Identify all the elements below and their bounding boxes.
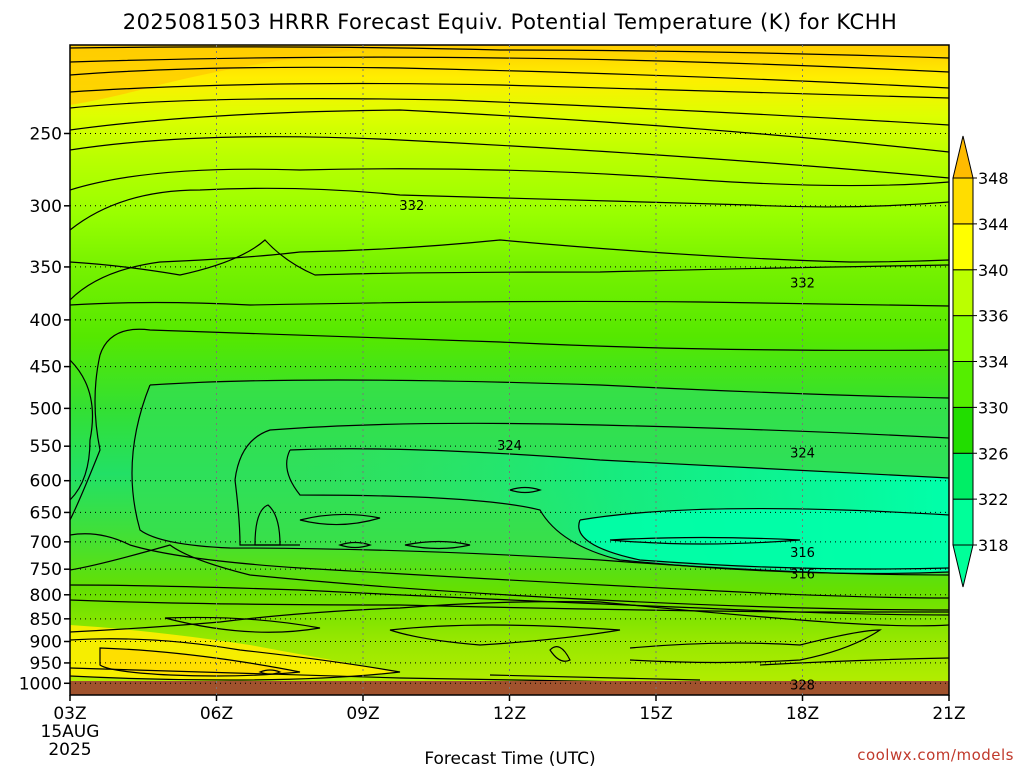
y-tick-label: 750 bbox=[30, 560, 62, 580]
x-axis: 03Z 06Z 09Z 12Z 15Z 18Z 21Z bbox=[53, 695, 966, 724]
colorbar-swatch bbox=[952, 223, 974, 271]
y-tick-label: 950 bbox=[30, 654, 62, 674]
colorbar-label: 344 bbox=[978, 215, 1009, 234]
y-tick-label: 350 bbox=[30, 258, 62, 278]
y-tick-label: 250 bbox=[30, 124, 62, 144]
colorbar-swatch bbox=[952, 406, 974, 454]
colorbar-top-arrow bbox=[952, 135, 974, 179]
contour-label: 316 bbox=[790, 567, 815, 582]
colorbar-label: 340 bbox=[978, 261, 1009, 280]
y-tick-label: 850 bbox=[30, 610, 62, 630]
contour-label: 324 bbox=[497, 439, 522, 454]
y-tick-label: 450 bbox=[30, 358, 62, 378]
y-tick-label: 1000 bbox=[19, 674, 62, 694]
credit-text: coolwx.com/models bbox=[857, 746, 1014, 764]
x-axis-label: Forecast Time (UTC) bbox=[424, 749, 595, 768]
colorbar-label: 318 bbox=[978, 536, 1009, 555]
y-tick-label: 700 bbox=[30, 533, 62, 553]
x-tick-label: 09Z bbox=[346, 704, 379, 724]
colorbar-label: 348 bbox=[978, 169, 1009, 188]
colorbar-swatch bbox=[952, 361, 974, 408]
y-tick-label: 900 bbox=[30, 632, 62, 652]
colorbar-swatch bbox=[952, 315, 974, 362]
warm-lowlevel-core bbox=[100, 648, 300, 676]
x-tick-label: 03Z bbox=[53, 704, 86, 724]
x-tick-label: 06Z bbox=[200, 704, 233, 724]
x-tick-label: 15Z bbox=[639, 704, 672, 724]
colorbar: 318 322 326 330 334 336 340 344 348 bbox=[952, 135, 1009, 588]
contour-label: 328 bbox=[790, 678, 815, 693]
y-axis: 2503003504004505005506006507007508008509… bbox=[19, 124, 70, 694]
x-tick-label: 18Z bbox=[786, 704, 819, 724]
contour-label: 316 bbox=[790, 546, 815, 561]
contour-label: 332 bbox=[399, 199, 424, 214]
colorbar-label: 322 bbox=[978, 490, 1009, 509]
x-start-day: 15AUG bbox=[41, 722, 100, 742]
colorbar-label: 334 bbox=[978, 353, 1009, 372]
colorbar-label: 326 bbox=[978, 444, 1009, 463]
grid-lines bbox=[70, 45, 949, 695]
contour-label: 332 bbox=[790, 277, 815, 292]
colorbar-swatch bbox=[952, 498, 974, 546]
colorbar-swatch bbox=[952, 177, 974, 225]
x-tick-label: 12Z bbox=[493, 704, 526, 724]
chart-title: 2025081503 HRRR Forecast Equiv. Potentia… bbox=[123, 10, 898, 34]
contour-lines bbox=[70, 46, 949, 686]
y-tick-label: 300 bbox=[30, 197, 62, 217]
y-tick-label: 400 bbox=[30, 311, 62, 331]
y-tick-label: 800 bbox=[30, 586, 62, 606]
y-tick-label: 650 bbox=[30, 503, 62, 523]
colorbar-bottom-arrow bbox=[952, 544, 974, 588]
y-tick-label: 500 bbox=[30, 399, 62, 419]
contour-labels: 3323323283243243243283243163163243283283… bbox=[399, 199, 815, 693]
y-tick-label: 550 bbox=[30, 437, 62, 457]
contour-label: 324 bbox=[790, 446, 815, 461]
x-start-year: 2025 bbox=[48, 740, 91, 760]
y-tick-label: 600 bbox=[30, 472, 62, 492]
x-tick-label: 21Z bbox=[932, 704, 965, 724]
colorbar-label: 336 bbox=[978, 307, 1009, 326]
colorbar-swatch bbox=[952, 269, 974, 317]
colorbar-swatch bbox=[952, 452, 974, 500]
colorbar-label: 330 bbox=[978, 398, 1009, 417]
